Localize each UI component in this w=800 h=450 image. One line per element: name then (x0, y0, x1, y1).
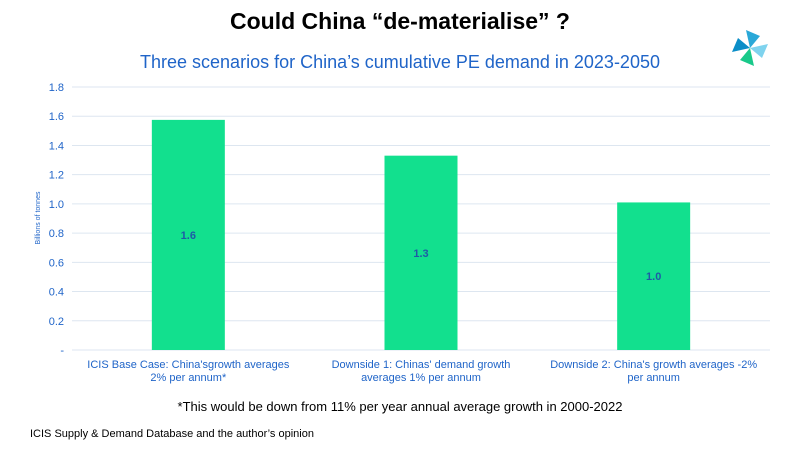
bar-data-label: 1.6 (181, 230, 196, 242)
y-tick-label: 1.4 (49, 140, 64, 152)
bar (151, 119, 225, 350)
y-tick-label: 0.2 (49, 316, 64, 328)
bar-data-label: 1.3 (413, 248, 428, 260)
logo-blade-4 (732, 38, 750, 52)
bar (617, 202, 691, 350)
x-category-label: Downside 1: Chinas' demand growth average… (332, 359, 511, 384)
y-tick-label: 0.4 (49, 287, 64, 299)
logo-blade-1 (746, 30, 760, 48)
icis-pinwheel-logo-icon (732, 30, 768, 66)
y-axis-label: Billions of tonnes (35, 191, 42, 244)
bars (151, 119, 691, 350)
footnote: *This would be down from 11% per year an… (177, 399, 623, 414)
y-tick-label: 1.2 (49, 170, 64, 182)
logo-blade-2 (750, 44, 768, 58)
data-labels: 1.6 1.3 1.0 (181, 230, 662, 283)
y-tick-label: 0.6 (49, 257, 64, 269)
source-note: ICIS Supply & Demand Database and the au… (30, 428, 314, 440)
chart-subtitle: Three scenarios for China’s cumulative P… (140, 52, 660, 72)
bar-data-label: 1.0 (646, 271, 661, 283)
y-tick-label: 1.0 (49, 199, 64, 211)
logo-blade-3 (740, 48, 754, 66)
x-category-label: ICIS Base Case: China'sgrowth averages 2%… (87, 359, 290, 384)
bar (384, 155, 458, 350)
y-tick-label: 0.8 (49, 228, 64, 240)
x-category-label: Downside 2: China's growth averages -2% p… (550, 359, 757, 384)
slide-title: Could China “de-materialise” ? (230, 8, 570, 34)
y-tick-label: - (60, 345, 64, 357)
y-axis-ticks: - 0.2 0.4 0.6 0.8 1.0 1.2 1.4 1.6 1.8 (49, 82, 65, 357)
x-axis-categories: ICIS Base Case: China'sgrowth averages 2%… (87, 359, 757, 384)
y-tick-label: 1.8 (49, 82, 64, 94)
y-tick-label: 1.6 (49, 111, 64, 123)
